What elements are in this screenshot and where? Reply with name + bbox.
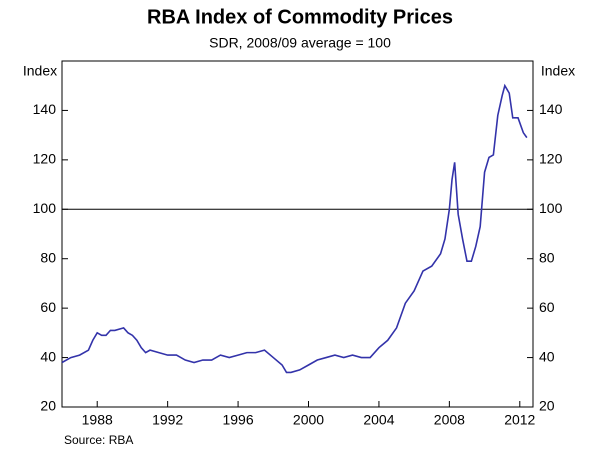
x-tick-label: 2004 <box>363 412 394 428</box>
chart-subtitle: SDR, 2008/09 average = 100 <box>209 35 391 51</box>
x-tick-label: 1996 <box>222 412 253 428</box>
x-tick-label: 1988 <box>82 412 113 428</box>
y2-tick-label: 100 <box>539 200 563 216</box>
y-axis-label: Index <box>23 63 57 79</box>
x-tick-label: 1992 <box>152 412 183 428</box>
chart-title: RBA Index of Commodity Prices <box>147 6 453 28</box>
series-line <box>61 83 528 374</box>
x-tick-label: 2000 <box>293 412 324 428</box>
y-tick-label: 60 <box>40 299 56 315</box>
y2-tick-label: 80 <box>539 249 555 265</box>
y-tick-label: 80 <box>40 249 56 265</box>
y2-tick-label: 60 <box>539 299 555 315</box>
y-tick-label: 120 <box>33 151 57 167</box>
y-tick-label: 20 <box>40 398 56 414</box>
x-tick-label: 2012 <box>504 412 535 428</box>
y-tick-label: 140 <box>33 101 57 117</box>
y2-tick-label: 40 <box>539 348 555 364</box>
y-tick-label: 40 <box>40 348 56 364</box>
y2-tick-label: 140 <box>539 101 563 117</box>
y2-tick-label: 120 <box>539 151 563 167</box>
y2-tick-label: 20 <box>539 398 555 414</box>
x-tick-label: 2008 <box>434 412 465 428</box>
y2-axis-label: Index <box>541 63 575 79</box>
plot-frame <box>61 60 534 408</box>
source: Source: RBA <box>64 433 133 447</box>
y-tick-label: 100 <box>33 200 57 216</box>
